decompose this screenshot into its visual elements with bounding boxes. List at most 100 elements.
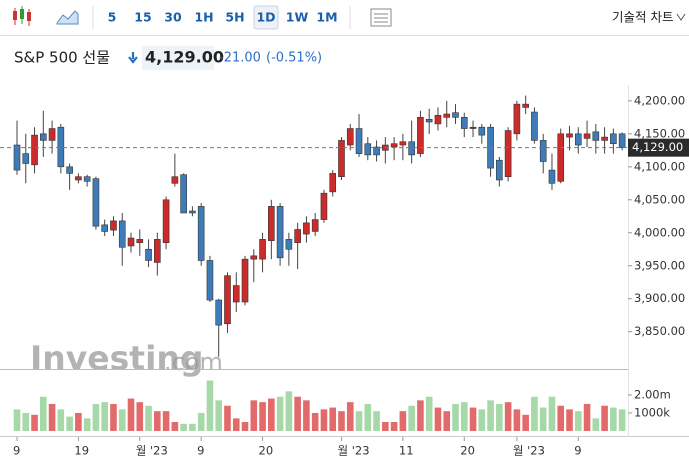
candle-body: [118, 220, 126, 248]
volume-bar: [320, 409, 328, 431]
candle-body: [417, 117, 424, 154]
volume-bar: [250, 400, 258, 431]
volume-bar: [522, 414, 529, 431]
candle-body: [583, 133, 591, 139]
dropdown-arrow: [676, 13, 686, 21]
x-tick-label: 20: [460, 444, 475, 458]
candle-body: [83, 176, 91, 182]
table-button[interactable]: [370, 8, 392, 27]
volume-bar: [452, 403, 459, 431]
volume-bar: [145, 405, 152, 431]
y-tick-label: 3,850.00: [634, 324, 685, 338]
interval-button[interactable]: 30: [164, 10, 182, 25]
volume-bar: [285, 391, 293, 431]
reference-label-box: [628, 138, 689, 157]
volume-bar: [460, 402, 468, 431]
volume-bar: [75, 412, 82, 431]
candle-body: [180, 174, 187, 214]
candle-body: [294, 229, 301, 243]
candle-body: [250, 255, 258, 260]
candle-body: [452, 112, 459, 118]
candle-body: [40, 133, 47, 141]
candle-body: [460, 117, 468, 129]
volume-bar: [513, 409, 521, 431]
volume-bar: [548, 396, 556, 431]
technical-chart-button[interactable]: 기술적 차트: [612, 10, 673, 25]
volume-bar: [311, 412, 319, 431]
volume-bar: [478, 409, 486, 431]
candle-body: [206, 260, 214, 301]
candle-body: [329, 173, 337, 193]
volume-bar: [136, 402, 144, 431]
candle-body: [303, 222, 310, 235]
candle-body: [92, 178, 100, 227]
candle-body: [513, 103, 521, 135]
x-tick-label: 월 '23: [136, 444, 168, 458]
candle-body: [162, 199, 170, 243]
candle-body: [574, 133, 582, 146]
interval-button[interactable]: 1W: [286, 10, 309, 25]
candle-body: [566, 133, 573, 138]
candle-body: [346, 128, 354, 146]
volume-bar: [92, 403, 100, 431]
watermark: Investing .com: [30, 339, 223, 378]
candle-body: [373, 146, 380, 156]
area-type-button[interactable]: [56, 10, 79, 25]
volume-bar: [583, 403, 591, 431]
volume-bar: [215, 400, 223, 431]
volume-bar: [329, 407, 337, 431]
candle-body: [390, 143, 398, 148]
candle-body: [504, 130, 512, 177]
candle-body: [13, 144, 21, 171]
volume-bar: [557, 405, 565, 431]
volume-bar: [574, 411, 582, 431]
volume-bar: [224, 405, 231, 431]
volume-bar: [118, 409, 126, 431]
candle-body: [496, 159, 503, 181]
interval-button[interactable]: 1M: [316, 10, 337, 25]
volume-bar: [610, 407, 617, 431]
candle-body: [469, 126, 477, 129]
volume-bar: [504, 402, 512, 431]
candle-body: [197, 206, 205, 261]
candle-body: [276, 206, 284, 259]
candle-body: [285, 239, 293, 250]
interval-button[interactable]: 1D: [256, 10, 275, 25]
candle-body: [259, 239, 266, 260]
interval-button[interactable]: 15: [134, 10, 151, 25]
x-tick-label: 월 '23: [513, 444, 545, 458]
active-interval-box: [253, 5, 279, 30]
volume-bar: [355, 411, 363, 431]
x-tick-label: 월 '23: [337, 444, 369, 458]
volume-bar: [364, 403, 372, 431]
volume-bar: [566, 409, 573, 431]
candlestick-type-button[interactable]: [13, 6, 31, 26]
interval-button[interactable]: 1H: [194, 10, 213, 25]
candle-body: [408, 141, 415, 156]
volume-bar: [127, 398, 135, 431]
interval-button[interactable]: 5H: [225, 10, 244, 25]
x-tick-label: 9: [13, 444, 20, 458]
volume-bar: [57, 409, 65, 431]
volume-bar: [154, 411, 161, 431]
header: S&P 500 선물 4,129.00 -21.00 (-0.51%): [14, 46, 322, 70]
volume-bar: [382, 421, 389, 431]
volume-bar: [40, 396, 47, 431]
volume-bar: [338, 411, 345, 431]
candle-body: [478, 126, 486, 136]
volume-bar: [66, 416, 73, 431]
volume-bar: [48, 403, 56, 431]
interval-button[interactable]: 5: [108, 10, 117, 25]
x-tick-label: 9: [574, 444, 581, 458]
candle-body: [539, 140, 547, 162]
y-tick-label: 3,950.00: [634, 258, 685, 272]
volume-bar: [618, 409, 626, 431]
candle-body: [57, 126, 65, 168]
y-tick-label: 4,100.00: [634, 159, 685, 173]
volume-bar: [434, 407, 442, 431]
candle-body: [136, 239, 144, 243]
y-tick-label: 4,050.00: [634, 192, 685, 206]
volume-bar: [425, 396, 433, 431]
candle-body: [399, 141, 407, 146]
